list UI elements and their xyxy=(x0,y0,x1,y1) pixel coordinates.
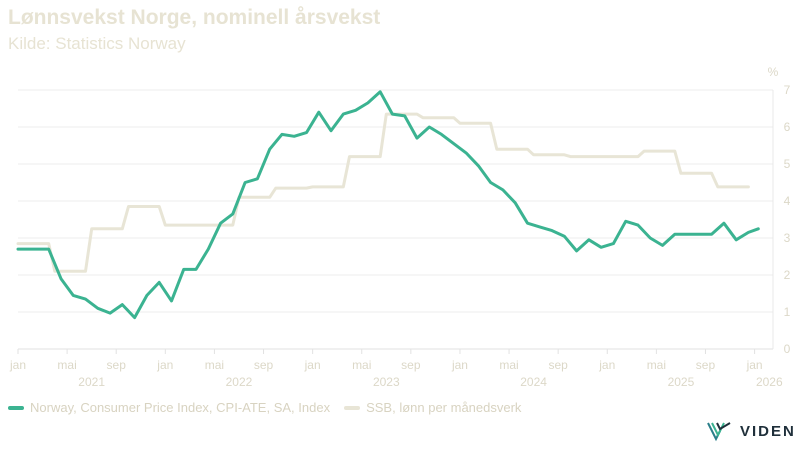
series-line-cpi-ate xyxy=(16,90,760,320)
x-year-label: 2024 xyxy=(520,375,547,389)
line-chart: 0 1 2 3 4 5 6 7% jan mai sep jan mai sep jan mai sep jan m… xyxy=(9,65,791,389)
x-year-label: 2026 xyxy=(756,375,783,389)
x-tick-label: mai xyxy=(647,358,666,372)
legend-swatch-ssb-lonn xyxy=(344,405,361,410)
x-tick-label: mai xyxy=(352,358,371,372)
x-tick-label: jan xyxy=(451,358,468,372)
legend: Norway, Consumer Price Index, CPI-ATE, S… xyxy=(8,400,527,415)
x-tick-label: jan xyxy=(598,358,615,372)
x-year-label: 2022 xyxy=(226,375,253,389)
x-tick-label: sep xyxy=(254,358,274,372)
legend-label-ssb-lonn: SSB, lønn per månedsverk xyxy=(366,400,522,415)
chart-title: Lønnsvekst Norge, nominell årsvekst xyxy=(8,6,381,29)
x-tick-label: sep xyxy=(696,358,716,372)
y-axis-unit: % xyxy=(768,65,779,79)
x-tick-label: sep xyxy=(107,358,127,372)
viden-logo: VIDEN xyxy=(706,420,796,442)
legend-label-cpi-ate: Norway, Consumer Price Index, CPI-ATE, S… xyxy=(30,400,331,415)
y-tick-label: 0 xyxy=(784,342,791,356)
x-tick-label: mai xyxy=(57,358,76,372)
x-tick-label: jan xyxy=(9,358,26,372)
legend-item-ssb-lonn[interactable]: SSB, lønn per månedsverk xyxy=(344,400,521,415)
viden-logo-text: VIDEN xyxy=(740,422,796,440)
x-year-label: 2021 xyxy=(78,375,105,389)
viden-logo-icon xyxy=(707,422,731,442)
series-line-ssb-lonn xyxy=(16,112,750,273)
y-tick-label: 2 xyxy=(784,268,791,282)
y-tick-label: 4 xyxy=(784,194,791,208)
y-tick-label: 1 xyxy=(784,305,791,319)
x-tick-label: mai xyxy=(499,358,518,372)
legend-item-cpi-ate[interactable]: Norway, Consumer Price Index, CPI-ATE, S… xyxy=(8,400,330,415)
x-tick-label: jan xyxy=(156,358,173,372)
x-year-label: 2025 xyxy=(668,375,695,389)
legend-swatch-cpi-ate xyxy=(8,405,24,410)
chart-subtitle: Kilde: Statistics Norway xyxy=(8,34,186,53)
y-tick-label: 3 xyxy=(784,231,791,245)
x-tick-label: jan xyxy=(746,358,763,372)
x-year-label: 2023 xyxy=(373,375,400,389)
x-tick-label: mai xyxy=(205,358,224,372)
y-tick-label: 6 xyxy=(784,120,791,134)
x-tick-label: jan xyxy=(304,358,321,372)
y-tick-label: 5 xyxy=(784,157,791,171)
x-tick-label: sep xyxy=(401,358,421,372)
x-tick-label: sep xyxy=(548,358,568,372)
y-tick-label: 7 xyxy=(784,83,791,97)
